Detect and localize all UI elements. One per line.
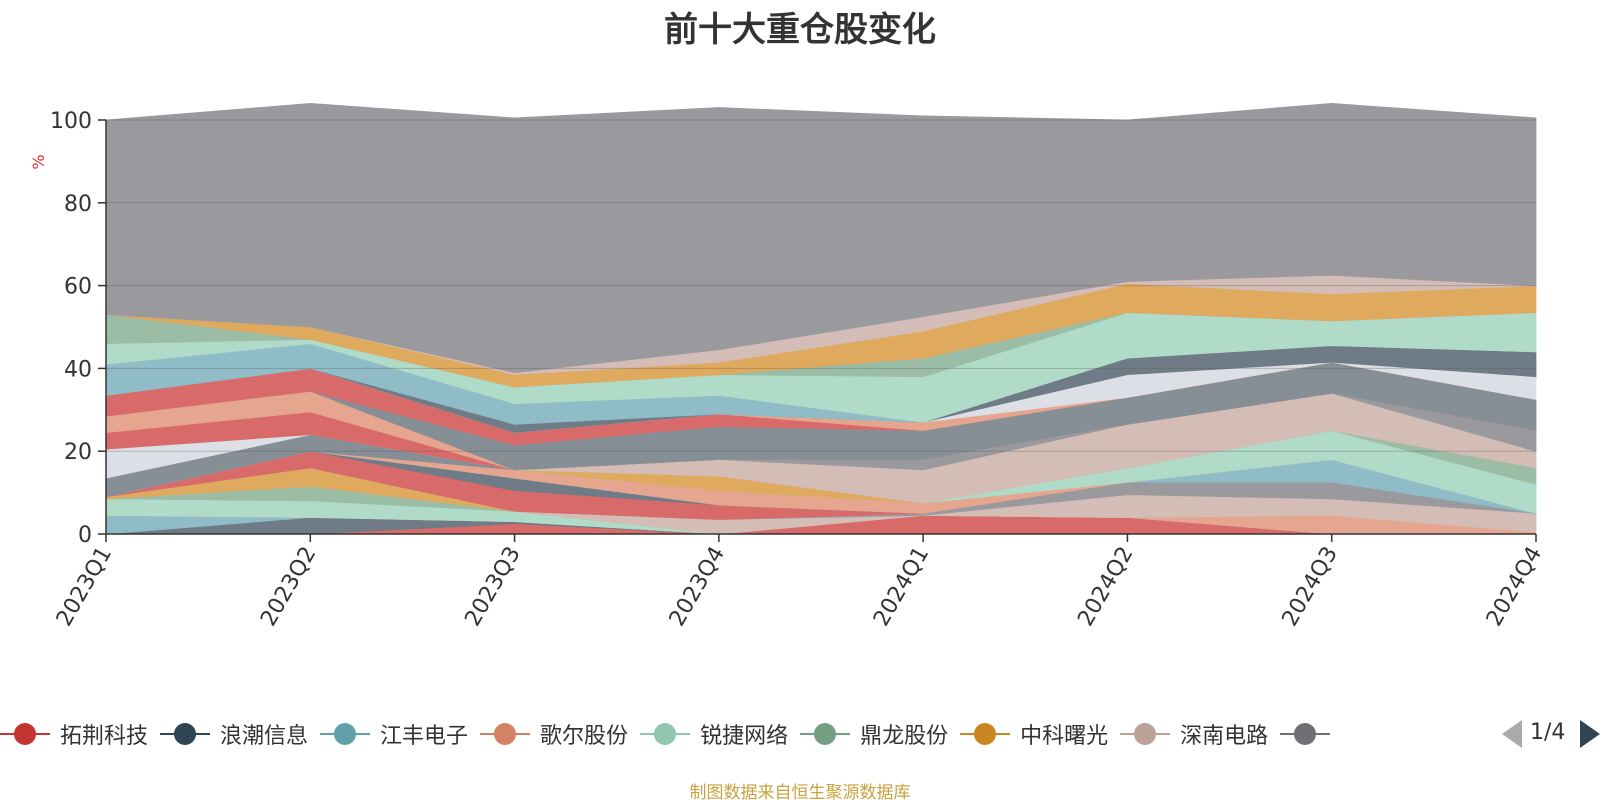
y-tick-label: 40 — [64, 357, 92, 382]
x-tick-label: 2024Q3 — [1278, 543, 1343, 631]
legend-label: 中科曙光 — [1020, 724, 1109, 749]
pager-next-icon[interactable] — [1580, 720, 1600, 748]
legend-marker-icon — [1120, 723, 1171, 745]
legend-label: 鼎龙股份 — [860, 724, 949, 749]
y-tick-label: 20 — [64, 440, 92, 465]
legend-item[interactable]: 锐捷网络 — [640, 712, 788, 756]
legend-item[interactable]: 拓荆科技 — [0, 712, 148, 756]
x-tick-label: 2023Q2 — [256, 543, 321, 631]
legend-marker-icon — [960, 723, 1011, 745]
legend-item[interactable]: 歌尔股份 — [480, 712, 628, 756]
legend-pager: 1/4 — [1498, 714, 1600, 754]
legend-item[interactable]: 江丰电子 — [320, 712, 468, 756]
area-chart: 0 20 40 60 80 100 2023Q1 2023Q2 2023Q3 2023Q4 2024… — [29, 103, 1547, 631]
y-axis-label: % — [29, 154, 48, 169]
x-tick-label: 2023Q3 — [460, 543, 525, 631]
area-series-33 — [105, 103, 1537, 373]
legend-label: 歌尔股份 — [540, 724, 629, 749]
legend-marker-icon — [480, 723, 531, 745]
x-tick-label: 2024Q2 — [1073, 543, 1138, 631]
legend-item[interactable]: 浪潮信息 — [160, 712, 308, 756]
x-tick-label: 2024Q4 — [1482, 543, 1547, 631]
x-tick-label: 2024Q1 — [869, 543, 934, 631]
chart-title: 前十大重仓股变化 — [664, 10, 936, 50]
x-tick-label: 2023Q1 — [52, 543, 117, 631]
legend-label: 拓荆科技 — [60, 724, 149, 749]
source-note: 制图数据来自恒生聚源数据库 — [689, 783, 911, 803]
legend-item[interactable]: 中科曙光 — [960, 712, 1108, 756]
y-tick-label: 60 — [64, 275, 92, 300]
legend-item[interactable]: 鼎龙股份 — [800, 712, 948, 756]
x-tick-label: 2023Q4 — [665, 543, 730, 631]
y-tick-label: 0 — [78, 523, 92, 548]
legend-label: 浪潮信息 — [220, 724, 309, 749]
y-tick-label: 100 — [50, 109, 92, 134]
legend-label: 江丰电子 — [380, 724, 469, 749]
legend-marker-icon — [800, 723, 851, 745]
legend-label: 锐捷网络 — [700, 724, 789, 749]
legend-marker-icon — [0, 723, 50, 745]
legend-item[interactable] — [1280, 712, 1340, 756]
legend-item[interactable]: 深南电路 — [1120, 712, 1268, 756]
legend-marker-icon — [320, 723, 371, 745]
legend-marker-icon — [640, 723, 691, 745]
legend-label: 深南电路 — [1180, 724, 1269, 749]
stacked-areas — [105, 103, 1537, 535]
legend-marker-icon — [1280, 723, 1331, 745]
pager-text: 1/4 — [1530, 720, 1566, 745]
legend-marker-icon — [160, 723, 211, 745]
pager-prev-icon[interactable] — [1502, 720, 1522, 748]
y-tick-label: 80 — [64, 192, 92, 217]
legend: 拓荆科技 浪潮信息 江丰电子 歌尔股份 锐捷网络 鼎龙股份 中科曙光 深南电路 — [0, 712, 1480, 756]
